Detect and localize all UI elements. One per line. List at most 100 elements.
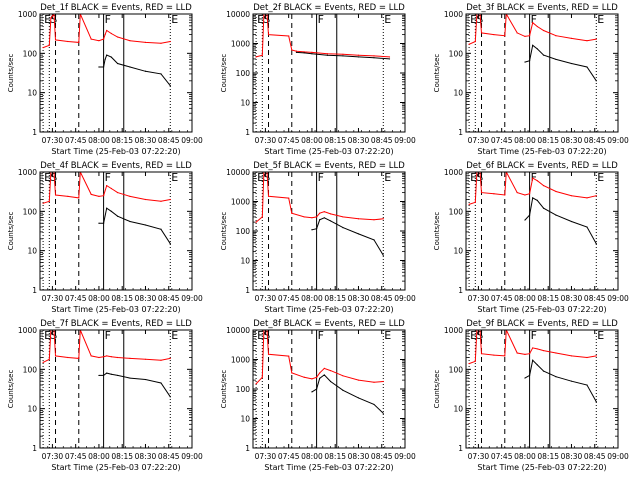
panel-4: Det_4f BLACK = Events, RED = LLD Counts/s… [7, 161, 203, 314]
x-tick-label: 07:30 [255, 294, 277, 303]
data-point [144, 358, 147, 360]
marker-label: S [476, 13, 483, 26]
data-point [144, 41, 147, 43]
marker-label: F [318, 171, 324, 184]
data-point [536, 199, 538, 201]
data-point [555, 190, 557, 193]
x-tick-label: 08:15 [324, 452, 346, 461]
x-tick-label: 08:45 [158, 136, 180, 145]
data-point [303, 51, 305, 53]
data-point [106, 29, 108, 32]
data-point [528, 193, 531, 195]
data-point [504, 194, 506, 196]
x-tick-label: 09:00 [181, 136, 203, 145]
data-point [98, 66, 100, 68]
series-line-events [311, 217, 384, 256]
y-tick-label: 1 [245, 286, 250, 295]
data-point [323, 374, 325, 376]
y-tick-label: 10 [27, 247, 37, 256]
data-point [570, 380, 573, 382]
marker-label: S [476, 329, 483, 342]
marker-label: E [384, 171, 391, 184]
x-tick-label: 08:15 [111, 136, 133, 145]
data-point [267, 34, 270, 36]
x-tick-label: 08:45 [371, 294, 393, 303]
data-point [144, 198, 147, 201]
x-tick-label: 08:15 [537, 452, 559, 461]
series-line-events [524, 359, 597, 402]
x-tick-label: 08:15 [324, 294, 346, 303]
x-tick-label: 08:15 [537, 294, 559, 303]
data-point [536, 48, 538, 50]
series-line-events [98, 372, 171, 398]
data-point [110, 356, 112, 358]
y-tick-label: 10000 [226, 326, 250, 335]
x-tick-label: 08:30 [348, 452, 370, 461]
data-point [555, 214, 557, 216]
data-point [528, 214, 531, 216]
marker-label: F [318, 329, 324, 342]
y-tick-label: 10000 [226, 168, 250, 177]
series-line-events [296, 51, 390, 60]
data-point [144, 378, 147, 381]
data-point [480, 191, 483, 194]
x-tick-label: 07:30 [255, 452, 277, 461]
y-tick-label: 1 [32, 286, 37, 295]
data-point [528, 35, 531, 37]
x-axis-label: Start Time (25-Feb-03 07:22:20) [51, 147, 180, 156]
marker-label: E [44, 171, 51, 184]
y-tick-label: 1 [32, 444, 37, 453]
x-tick-label: 08:00 [301, 136, 323, 145]
y-tick-label: 100 [236, 227, 251, 236]
x-tick-label: 08:30 [561, 294, 583, 303]
data-point [144, 224, 147, 226]
marker-label: E [257, 329, 264, 342]
data-point [524, 353, 526, 355]
data-point [116, 215, 119, 217]
panel-title: Det_7f BLACK = Events, RED = LLD [40, 319, 192, 329]
panel-title: Det_6f BLACK = Events, RED = LLD [466, 161, 618, 171]
data-point [586, 226, 588, 228]
data-point [160, 228, 162, 230]
data-point [357, 379, 360, 381]
data-point [160, 73, 162, 75]
marker-label: F [318, 13, 324, 26]
data-point [532, 177, 534, 179]
data-point [373, 381, 375, 383]
data-point [90, 193, 92, 195]
data-point [323, 367, 325, 369]
y-tick-label: 10 [453, 405, 463, 414]
y-tick-label: 1000 [231, 356, 250, 365]
y-tick-label: 10 [240, 99, 250, 108]
data-point [323, 217, 325, 219]
y-axis-label: Counts/sec [7, 212, 15, 251]
data-point [516, 191, 518, 194]
data-point [54, 194, 57, 196]
data-point [288, 35, 290, 37]
data-point [536, 25, 538, 28]
data-point [311, 53, 313, 55]
data-point [311, 217, 313, 219]
data-point [129, 195, 131, 197]
data-point [311, 229, 313, 231]
data-point [329, 220, 332, 222]
marker-label: S [263, 329, 270, 342]
panel-title: Det_9f BLACK = Events, RED = LLD [466, 319, 618, 329]
series-line-events [524, 197, 597, 244]
data-point [110, 56, 112, 58]
data-point [373, 239, 375, 241]
y-tick-label: 1 [245, 444, 250, 453]
x-tick-label: 08:30 [561, 136, 583, 145]
y-axis-label: Counts/sec [7, 370, 15, 409]
y-tick-label: 1000 [231, 40, 250, 49]
data-point [90, 38, 92, 40]
data-point [468, 43, 470, 45]
data-point [255, 383, 257, 385]
data-point [524, 377, 526, 379]
data-point [326, 54, 329, 56]
data-point [555, 58, 557, 61]
data-point [532, 22, 534, 24]
data-point [542, 370, 545, 372]
data-point [570, 37, 573, 39]
panel-1: Det_1f BLACK = Events, RED = LLD Counts/s… [7, 3, 203, 156]
